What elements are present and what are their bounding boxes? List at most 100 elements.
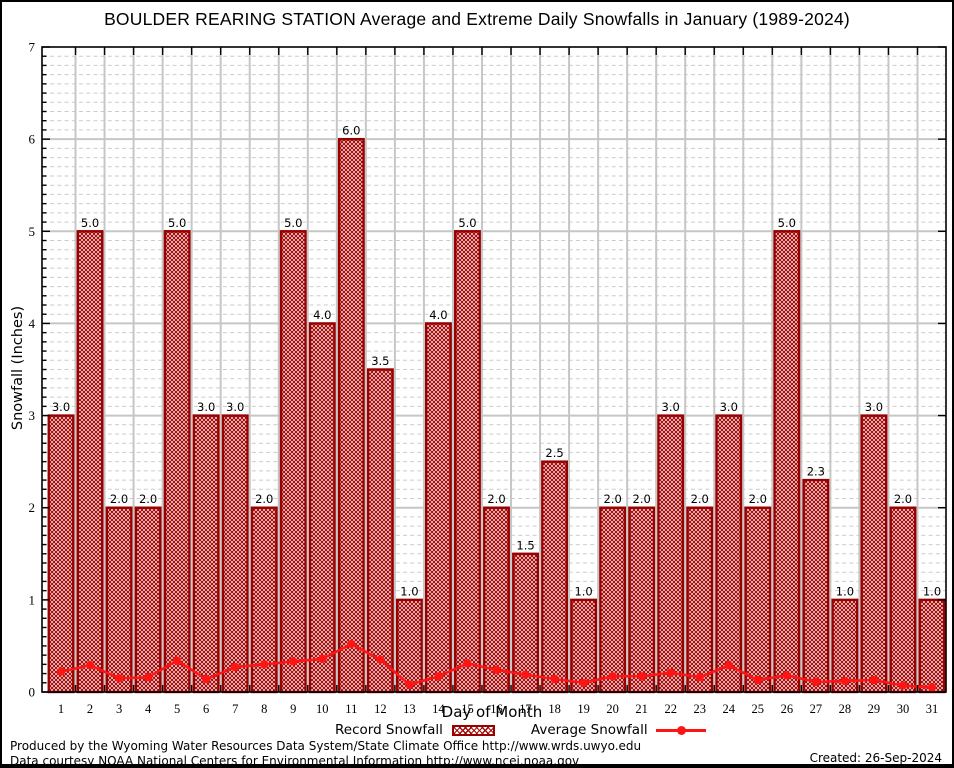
record-bar [366,368,394,694]
svg-text:4: 4 [29,316,36,331]
svg-text:2.0: 2.0 [255,492,273,506]
svg-text:2.0: 2.0 [633,492,651,506]
svg-text:2.3: 2.3 [807,465,825,479]
svg-text:1.0: 1.0 [923,584,941,598]
svg-text:7: 7 [232,702,238,716]
record-bar [454,230,481,694]
svg-text:12: 12 [374,702,387,716]
svg-text:2: 2 [29,500,36,515]
svg-text:8: 8 [261,702,267,716]
svg-text:3: 3 [116,702,122,716]
svg-text:4: 4 [145,702,152,716]
record-bar [337,137,365,694]
svg-text:16: 16 [490,702,503,716]
svg-text:28: 28 [839,702,852,716]
svg-text:6.0: 6.0 [342,124,360,138]
svg-text:26: 26 [781,702,794,716]
x-axis-title: Day of Month [441,703,543,721]
record-bar [802,478,830,694]
footer-created-date: Created: 26-Sep-2024 [809,751,942,765]
record-bar [279,230,307,694]
svg-text:5.0: 5.0 [284,216,302,230]
record-bar [773,230,801,694]
svg-text:3.5: 3.5 [371,354,389,368]
axis-ticks [42,46,946,693]
svg-text:3.0: 3.0 [197,400,215,414]
svg-text:25: 25 [752,702,765,716]
legend-average-line [655,725,706,735]
svg-text:3.0: 3.0 [226,400,244,414]
svg-text:5: 5 [174,702,180,716]
footer-produced-by: Produced by the Wyoming Water Resources … [10,739,642,753]
svg-text:2.0: 2.0 [894,492,912,506]
svg-text:18: 18 [548,702,561,716]
svg-text:6: 6 [29,132,36,147]
legend-record-label: Record Snowfall [335,722,443,738]
svg-text:5: 5 [29,224,36,239]
svg-text:3: 3 [29,408,36,423]
record-bar [105,506,133,694]
record-bar [889,506,917,694]
y-tick-labels: 0 1 2 3 4 5 6 7 [29,40,36,700]
record-bar [512,552,539,694]
svg-text:1.0: 1.0 [574,584,592,598]
svg-text:4.0: 4.0 [429,308,447,322]
svg-text:1: 1 [29,592,36,607]
record-bar [628,506,656,694]
svg-text:2.0: 2.0 [110,492,128,506]
legend-average-marker [676,725,686,735]
svg-text:23: 23 [693,702,706,716]
svg-text:2.0: 2.0 [749,492,767,506]
svg-text:15: 15 [461,702,474,716]
svg-text:1.0: 1.0 [400,584,418,598]
average-markers [56,639,937,692]
chart-title: BOULDER REARING STATION Average and Extr… [104,9,850,29]
svg-text:4.0: 4.0 [313,308,331,322]
bar-value-labels: 3.0 5.0 2.0 2.0 5.0 3.0 3.0 2.0 5.0 4.0 6.0 3.5 1.0 4… [52,124,941,599]
svg-text:2.5: 2.5 [545,446,563,460]
svg-text:0: 0 [29,685,36,700]
svg-text:10: 10 [316,702,329,716]
record-bar [76,230,104,694]
legend-record-swatch [451,724,495,736]
record-bar [221,414,249,694]
record-bar [715,414,743,694]
svg-text:1.5: 1.5 [516,538,534,552]
svg-text:31: 31 [926,702,939,716]
svg-text:14: 14 [432,702,445,716]
record-bar [599,506,627,694]
record-bar [686,506,714,694]
svg-text:21: 21 [635,702,648,716]
footer-data-courtesy: Data courtesy NOAA National Centers for … [10,754,580,768]
svg-text:6: 6 [203,702,209,716]
record-bar [483,506,510,694]
svg-text:5.0: 5.0 [81,216,99,230]
svg-text:3.0: 3.0 [865,400,883,414]
svg-text:17: 17 [519,702,532,716]
record-bar [744,506,772,694]
svg-text:5.0: 5.0 [458,216,476,230]
record-bar [308,322,336,694]
svg-text:20: 20 [606,702,619,716]
record-bar [134,506,162,694]
svg-text:11: 11 [345,702,357,716]
svg-text:9: 9 [290,702,296,716]
x-tick-labels: 1 2 3 4 5 6 7 8 9 10 11 12 13 14 15 16 17 18 19 20 21 22 23 24 2… [58,702,938,716]
record-bar [163,230,191,694]
record-bar [541,460,569,694]
record-bar [47,414,75,694]
svg-text:7: 7 [29,40,36,55]
svg-text:3.0: 3.0 [720,400,738,414]
legend-average-label: Average Snowfall [530,722,648,738]
svg-text:2: 2 [87,702,93,716]
svg-text:27: 27 [810,702,823,716]
record-bar [860,414,888,694]
svg-text:2.0: 2.0 [487,492,505,506]
svg-text:22: 22 [664,702,677,716]
svg-text:3.0: 3.0 [52,400,70,414]
record-bar [657,414,685,694]
svg-text:24: 24 [723,702,736,716]
legend: Record Snowfall Average Snowfall [335,722,706,738]
